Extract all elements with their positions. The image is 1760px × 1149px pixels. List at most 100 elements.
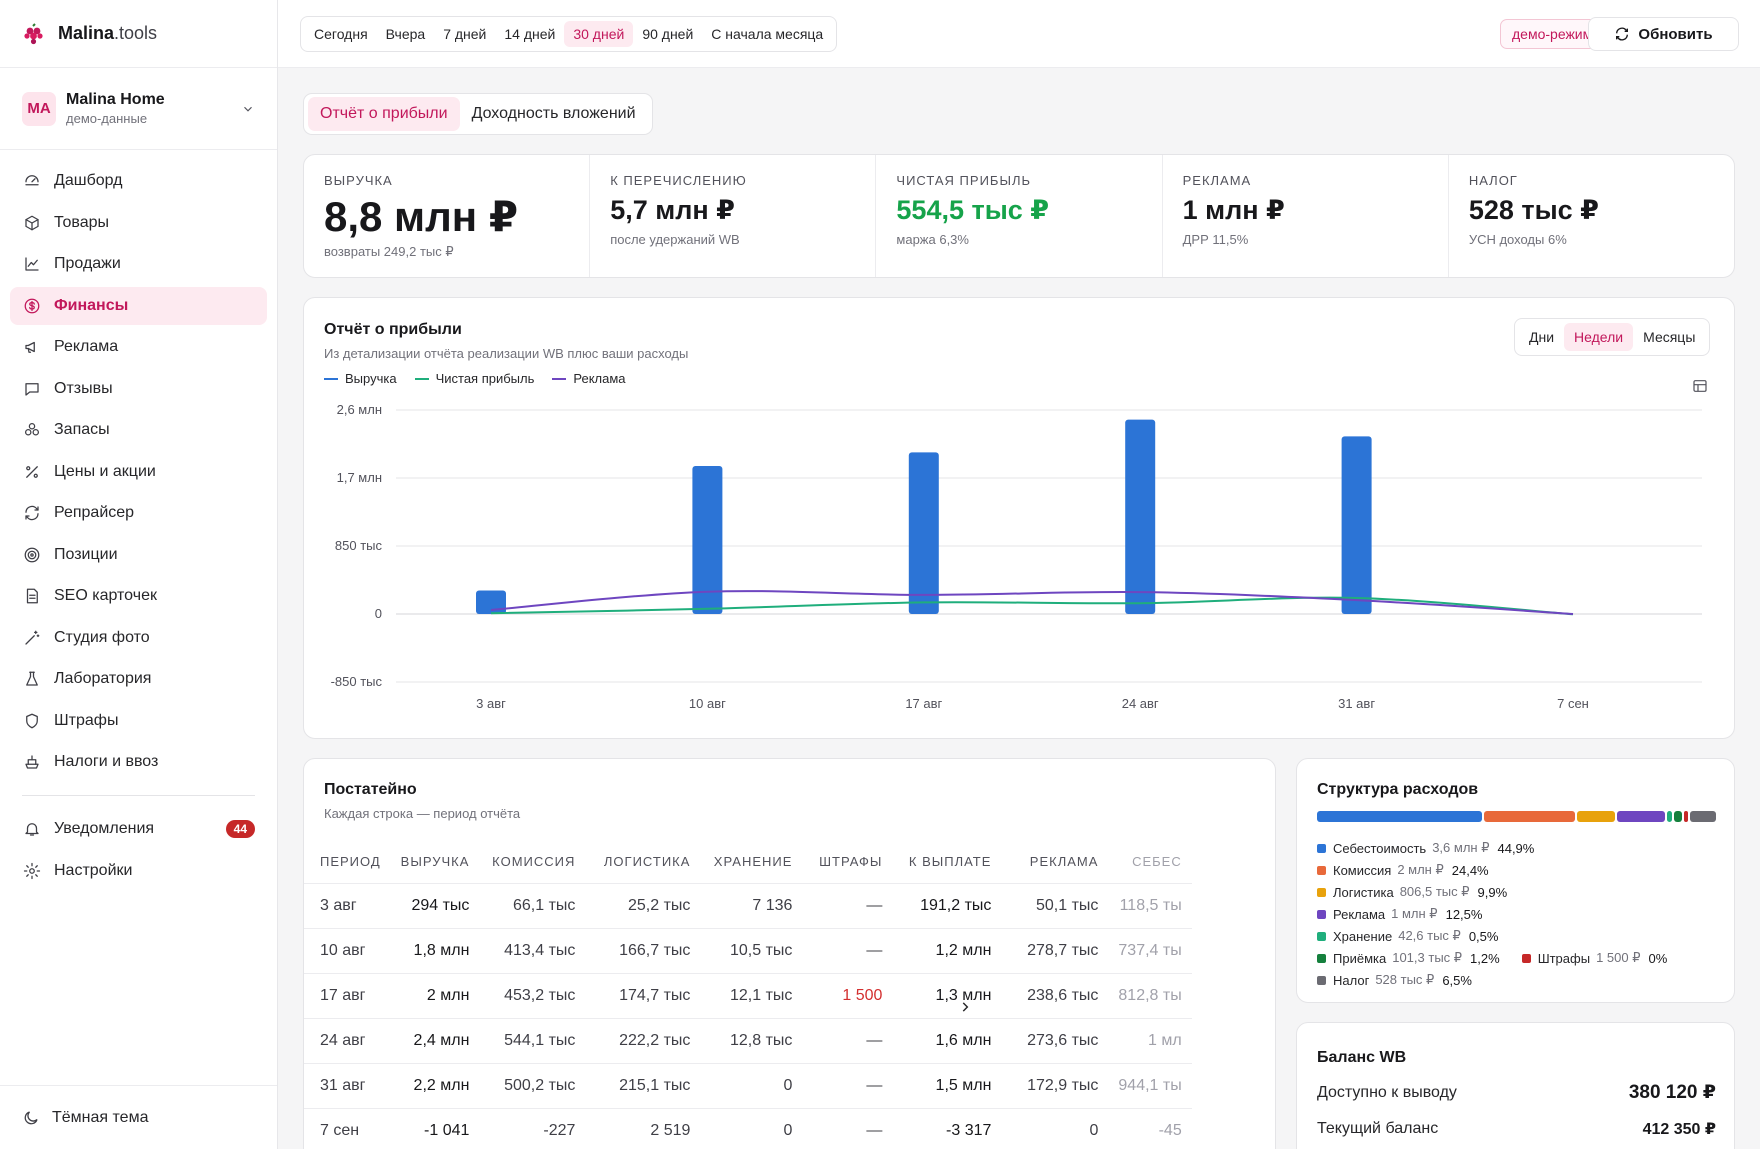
nav-label: Студия фото (54, 628, 150, 646)
granularity-weeks[interactable]: Недели (1564, 323, 1634, 351)
period-month-to-date[interactable]: С начала месяца (711, 26, 824, 42)
nav-item-fines[interactable]: Штрафы (10, 702, 267, 740)
expense-segment[interactable] (1617, 811, 1666, 822)
table-cell: -1 041 (390, 1107, 480, 1149)
balance-available-row: Доступно к выводу 380 120 ₽ (1317, 1081, 1716, 1104)
nav-label: Позиции (54, 545, 118, 563)
nav-item-lab[interactable]: Лаборатория (10, 660, 267, 698)
refresh-button[interactable]: Обновить (1588, 17, 1739, 51)
expense-percent: 0,5% (1468, 928, 1499, 944)
column-header[interactable]: Комиссия (492, 854, 576, 870)
expense-legend-row: Приёмка 101,3 тыс ₽ 1,2% Штрафы 1 500 ₽ 0% (1317, 947, 1667, 969)
table-cell: 7 136 (700, 882, 803, 928)
store-switcher[interactable]: MA Malina Home демо-данные (0, 68, 277, 150)
table-cell: 453,2 тыс (479, 972, 586, 1018)
kpi-payout: К перечислению 5,7 млн ₽ после удержаний… (590, 155, 877, 277)
expense-segment[interactable] (1317, 811, 1482, 822)
nav-label: Лаборатория (54, 670, 152, 687)
table-cell: 273,6 тыс (1001, 1017, 1109, 1063)
table-row[interactable]: 17 авг 2 млн 453,2 тыс 174,7 тыс 12,1 тыс 1 5… (304, 972, 1192, 1018)
boxes-icon (22, 420, 42, 440)
x-tick-label: 7 сен (1557, 696, 1589, 711)
table-row[interactable]: 31 авг 2,2 млн 500,2 тыс 215,1 тыс 0—1,5 млн… (304, 1062, 1192, 1108)
column-header[interactable]: Себес (1132, 854, 1182, 870)
legend-ads[interactable]: Реклама (552, 371, 626, 386)
column-header[interactable]: Реклама (1029, 854, 1099, 870)
kpi-value: 8,8 млн ₽ (324, 193, 519, 240)
nav-item-photo-studio[interactable]: Студия фото (10, 619, 267, 657)
nav-item-sales[interactable]: Продажи (10, 245, 267, 283)
tab-profit-report[interactable]: Отчёт о прибыли (308, 97, 460, 131)
period-14-days[interactable]: 14 дней (504, 26, 556, 42)
expense-value: 1 500 ₽ (1596, 950, 1641, 965)
nav-item-products[interactable]: Товары (10, 204, 267, 242)
period-7-days[interactable]: 7 дней (443, 26, 487, 42)
column-header[interactable]: Период (320, 854, 381, 870)
column-header[interactable]: Логистика (603, 854, 691, 870)
chevron-right-icon[interactable] (958, 1000, 972, 1014)
nav-item-seo[interactable]: SEO карточек (10, 577, 267, 615)
tab-investment-return[interactable]: Доходность вложений (471, 105, 636, 122)
legend-swatch (1521, 953, 1531, 963)
legend-revenue[interactable]: Выручка (324, 371, 397, 386)
period-yesterday[interactable]: Вчера (385, 26, 426, 42)
granularity-days[interactable]: Дни (1529, 329, 1555, 345)
table-cell: 3 авг (304, 882, 391, 928)
period-today[interactable]: Сегодня (314, 26, 368, 42)
nav-item-prices[interactable]: Цены и акции (10, 453, 267, 491)
revenue-bar (1125, 419, 1156, 614)
column-header[interactable]: Выручка (400, 854, 470, 870)
legend-swatch (1317, 909, 1326, 919)
expense-legend-row: Себестоимость 3,6 млн ₽ 44,9% (1317, 837, 1667, 859)
table-cell: 10,5 тыс (700, 927, 803, 973)
nav-item-notifications[interactable]: Уведомления 44 (10, 810, 267, 848)
nav-item-stocks[interactable]: Запасы (10, 411, 267, 449)
nav-item-positions[interactable]: Позиции (10, 536, 267, 574)
refresh-label: Обновить (1638, 25, 1713, 43)
expense-segment[interactable] (1483, 811, 1575, 822)
table-row[interactable]: 24 авг 2,4 млн 544,1 тыс 222,2 тыс 12,8 тыс —… (304, 1017, 1192, 1063)
table-cell: — (802, 882, 893, 928)
kpi-revenue: Выручка 8,8 млн ₽ возвраты 249,2 тыс ₽ (304, 155, 591, 277)
expense-segment[interactable] (1674, 811, 1682, 822)
granularity-months[interactable]: Месяцы (1643, 329, 1696, 345)
balance-current-row: Текущий баланс 412 350 ₽ (1317, 1119, 1716, 1139)
table-cell: 0 (1001, 1107, 1109, 1149)
nav-item-reviews[interactable]: Отзывы (10, 370, 267, 408)
raspberry-logo-icon (24, 22, 43, 44)
megaphone-icon (22, 337, 42, 357)
ads-line (490, 590, 1574, 615)
expense-segment[interactable] (1576, 811, 1616, 822)
nav-item-dashboard[interactable]: Дашборд (10, 162, 267, 200)
period-30-days[interactable]: 30 дней (564, 21, 634, 47)
kpi-net-profit: Чистая прибыль 554,5 тыс ₽ маржа 6,3% (876, 155, 1163, 277)
table-cell: -227 (479, 1107, 586, 1149)
expense-segment[interactable] (1689, 811, 1716, 822)
table-cell: 278,7 тыс (1001, 927, 1109, 973)
column-header[interactable]: К выплате (908, 854, 992, 870)
table-row[interactable]: 7 сен -1 041 -227 2 519 0— -3 317 0 -45 (304, 1107, 1192, 1149)
nav-label: Финансы (54, 296, 129, 314)
table-row[interactable]: 10 авг 1,8 млн 413,4 тыс 166,7 тыс 10,5 тыс —… (304, 927, 1192, 973)
nav-item-taxes[interactable]: Налоги и ввоз (10, 743, 267, 781)
table-cell: 2 519 (585, 1107, 701, 1149)
nav-item-settings[interactable]: Настройки (10, 852, 267, 890)
x-tick-label: 3 авг (476, 696, 506, 711)
table-view-icon[interactable] (1692, 378, 1708, 394)
theme-toggle[interactable]: Тёмная тема (0, 1085, 277, 1149)
period-90-days[interactable]: 90 дней (642, 26, 694, 42)
column-header[interactable]: Штрафы (819, 854, 883, 870)
kpi-sub: после удержаний WB (610, 232, 740, 247)
legend-net-profit[interactable]: Чистая прибыль (414, 371, 534, 386)
nav-item-repricer[interactable]: Репрайсер (10, 494, 267, 532)
logo[interactable]: Malina.tools (0, 0, 277, 68)
nav-item-finance[interactable]: Финансы (10, 286, 267, 325)
expense-segment[interactable] (1667, 811, 1673, 822)
nav-item-ads[interactable]: Реклама (10, 328, 267, 366)
expense-segment[interactable] (1683, 811, 1688, 822)
demo-mode-badge[interactable]: демо-режим (1500, 19, 1605, 49)
table-cell: -3 317 (892, 1107, 1002, 1149)
table-row[interactable]: 3 авг 294 тыс 66,1 тыс 25,2 тыс 7 136—191,2 … (304, 882, 1192, 928)
nav-divider (22, 795, 255, 796)
column-header[interactable]: Хранение (713, 854, 793, 870)
